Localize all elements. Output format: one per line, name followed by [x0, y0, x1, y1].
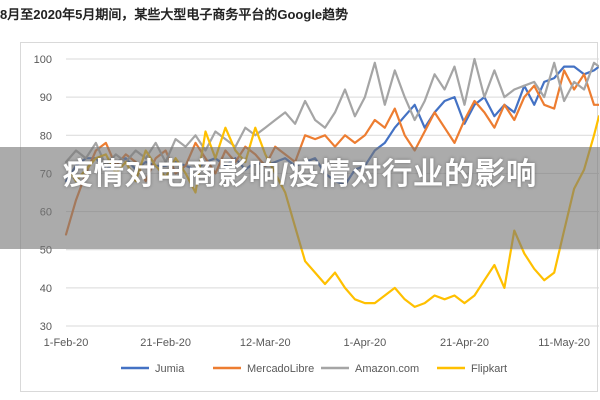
overlay-headline: 疫情对电商影响/疫情对行业的影响 [62, 158, 538, 191]
x-tick-label: 21-Feb-20 [140, 337, 191, 349]
y-tick-label: 80 [40, 130, 52, 142]
legend-label: MercadoLibre [247, 363, 314, 375]
x-tick-label: 1-Apr-20 [343, 337, 386, 349]
legend-label: Amazon.com [355, 363, 419, 375]
series-line-amazon-com [64, 57, 599, 167]
x-tick-label: 1-Feb-20 [44, 337, 89, 349]
x-tick-label: 11-May-20 [538, 337, 590, 349]
x-tick-label: 21-Apr-20 [440, 337, 489, 349]
y-tick-label: 40 [40, 283, 52, 295]
overlay-banner: 疫情对电商影响/疫情对行业的影响 [0, 147, 600, 249]
legend-label: Flipkart [471, 363, 507, 375]
page-title: 8月至2020年5月期间，某些大型电子商务平台的Google趋势 [0, 7, 349, 22]
y-tick-label: 30 [40, 321, 52, 333]
legend-label: Jumia [155, 363, 185, 375]
y-tick-label: 90 [40, 92, 52, 104]
y-tick-label: 100 [34, 54, 52, 66]
x-tick-label: 12-Mar-20 [240, 337, 291, 349]
